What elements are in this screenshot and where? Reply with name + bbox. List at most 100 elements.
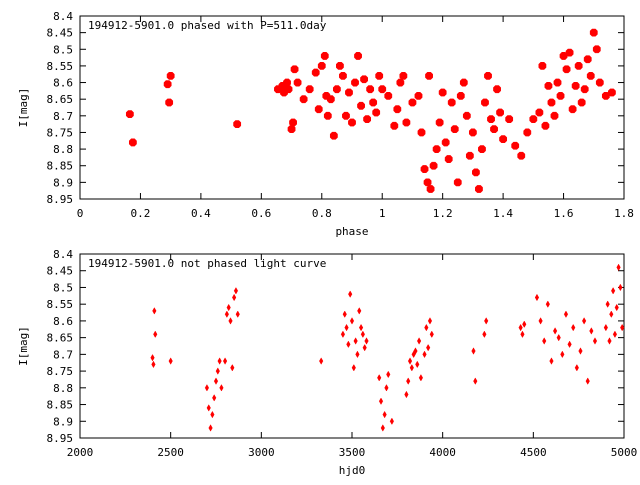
data-point — [505, 115, 514, 124]
phased-y-axis-label: I[mag] — [17, 88, 30, 128]
data-point — [589, 327, 594, 335]
data-point — [206, 404, 211, 412]
data-point — [553, 327, 558, 335]
y-tick-label: 8.85 — [47, 160, 74, 173]
data-point — [402, 118, 411, 127]
data-point — [493, 85, 501, 94]
data-point — [542, 337, 547, 345]
data-point — [580, 85, 589, 94]
data-point — [534, 293, 540, 302]
data-point — [603, 323, 608, 332]
data-point — [420, 165, 429, 173]
unphased-y-axis-label: I[mag] — [17, 326, 30, 366]
data-point — [378, 397, 384, 405]
data-point — [589, 28, 598, 37]
data-point — [583, 55, 592, 64]
data-point — [380, 424, 385, 432]
y-tick-label: 8.8 — [53, 143, 73, 156]
data-point — [349, 317, 355, 325]
data-point — [571, 323, 576, 332]
data-point — [574, 62, 583, 70]
data-point — [222, 357, 228, 365]
data-point — [232, 293, 237, 302]
data-point — [299, 95, 308, 104]
data-point — [354, 52, 362, 60]
y-tick-label: 8.95 — [47, 193, 74, 206]
data-point — [375, 71, 384, 80]
data-point — [219, 384, 224, 392]
data-point — [609, 310, 614, 318]
data-point — [456, 91, 465, 100]
data-point — [217, 357, 222, 365]
phased-x-axis-label: phase — [335, 225, 368, 238]
y-tick-label: 8.45 — [47, 27, 74, 40]
data-point — [378, 85, 387, 94]
data-point — [607, 337, 612, 345]
data-point — [432, 145, 441, 153]
data-point — [535, 108, 544, 117]
data-point — [577, 98, 586, 107]
data-point — [377, 374, 382, 382]
data-point — [323, 111, 332, 120]
x-tick-label: 0.6 — [251, 207, 271, 220]
data-point — [289, 118, 297, 127]
data-point — [150, 353, 155, 362]
x-tick-label: 4500 — [520, 446, 547, 459]
unphased-x-axis-label: hjd0 — [339, 464, 366, 477]
y-tick-label: 8.7 — [53, 110, 73, 123]
data-point — [585, 377, 590, 385]
data-point — [384, 91, 393, 100]
data-point — [473, 377, 478, 385]
data-point — [404, 390, 409, 399]
data-point — [444, 155, 453, 163]
data-point — [204, 384, 210, 392]
y-tick-label: 8.5 — [53, 281, 73, 294]
data-point — [413, 347, 418, 355]
data-point — [332, 85, 341, 94]
data-point — [369, 98, 378, 107]
data-point — [342, 111, 350, 120]
data-point — [544, 81, 553, 90]
unphased-chart-title: 194912-5901.0 not phased light curve — [88, 257, 326, 270]
data-point — [366, 85, 375, 94]
data-point — [520, 330, 525, 339]
data-point — [340, 330, 346, 339]
data-point — [305, 85, 314, 94]
unphased-plot-frame — [79, 253, 625, 439]
data-point — [538, 317, 543, 325]
data-point — [406, 377, 411, 385]
data-point — [608, 88, 616, 97]
data-point — [396, 78, 405, 87]
data-point — [459, 78, 468, 87]
data-point — [481, 98, 489, 107]
data-point — [358, 323, 364, 332]
data-point — [429, 161, 438, 170]
data-point — [545, 300, 550, 308]
data-point — [487, 115, 495, 124]
data-point — [399, 71, 408, 80]
data-point — [360, 330, 365, 339]
data-point — [346, 340, 351, 349]
data-point — [389, 417, 394, 425]
data-point — [484, 317, 489, 325]
phased-plot-frame — [79, 15, 625, 200]
data-point — [620, 323, 625, 332]
x-tick-label: 1.4 — [493, 207, 513, 220]
data-point — [426, 343, 431, 352]
data-point — [336, 62, 344, 70]
data-point — [235, 310, 240, 318]
x-tick-label: 4000 — [429, 446, 456, 459]
data-point — [212, 394, 217, 402]
data-point — [372, 108, 381, 117]
data-point — [511, 141, 520, 150]
y-tick-label: 8.55 — [47, 60, 74, 73]
data-point — [317, 62, 326, 70]
data-point — [362, 343, 367, 352]
data-point — [415, 360, 420, 369]
data-point — [565, 48, 574, 57]
data-point — [355, 350, 360, 359]
data-point — [427, 317, 433, 325]
data-point — [568, 105, 577, 114]
x-tick-label: 1.2 — [433, 207, 453, 220]
